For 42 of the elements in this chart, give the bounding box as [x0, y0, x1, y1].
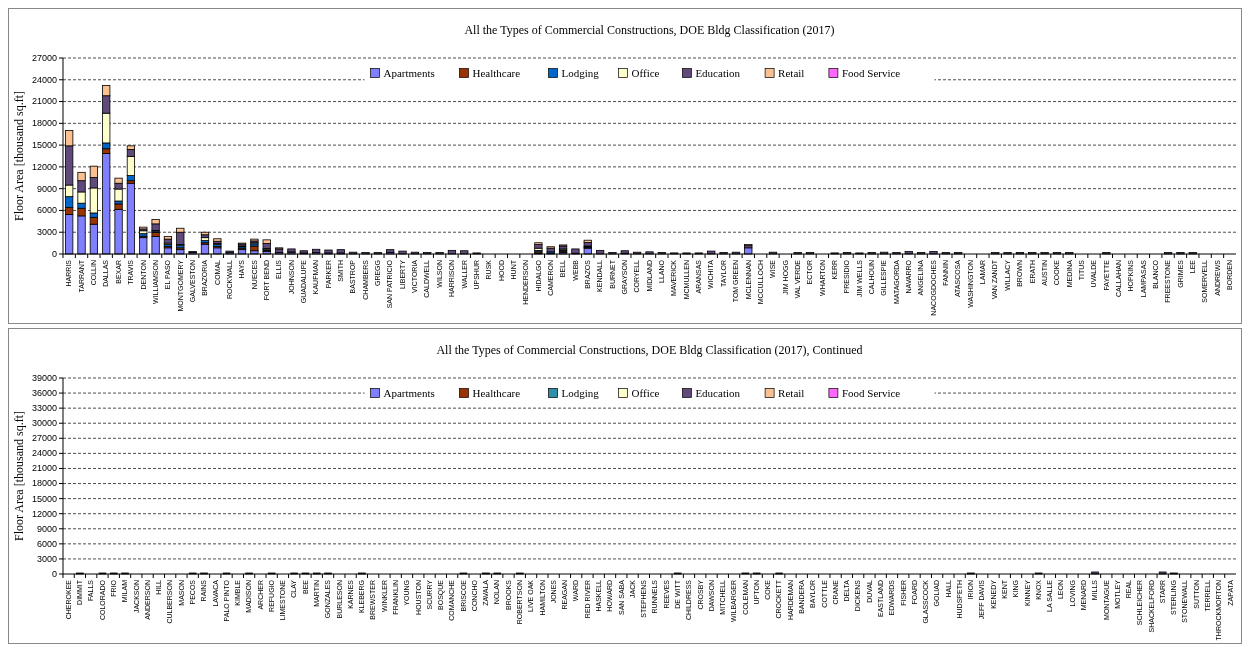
legend-label: Food Service: [841, 386, 901, 399]
y-tick-label: 6000: [36, 205, 57, 216]
y-tick-label: 15000: [31, 493, 57, 504]
y-tick-label: 12000: [31, 508, 57, 519]
y-tick-label: 27000: [31, 433, 57, 444]
y-tick-label: 21000: [31, 96, 57, 107]
legend-label: Office: [631, 66, 660, 79]
y-tick-label: 24000: [31, 448, 57, 459]
y-tick-label: 24000: [31, 74, 57, 85]
y-tick-label: 30000: [31, 418, 57, 429]
y-tick-label: 9000: [36, 523, 57, 534]
y-tick-label: 6000: [36, 538, 57, 549]
legend-label: Office: [631, 386, 660, 399]
y-tick-label: 33000: [31, 403, 57, 414]
y-tick-label: 18000: [31, 118, 57, 129]
y-tick-label: 21000: [31, 463, 57, 474]
legend-label: Healthcare: [472, 386, 521, 399]
legend-label: Retail: [778, 386, 805, 399]
chart-title: All the Types of Commercial Constructions, DOE Bldg Classification (2017), Continued: [436, 343, 863, 357]
y-tick-label: 18000: [31, 478, 57, 489]
legend-label: Lodging: [561, 386, 600, 399]
y-tick-label: 3000: [36, 553, 57, 564]
legend-label: Education: [695, 386, 741, 399]
legend-label: Education: [695, 66, 741, 79]
y-tick-label: 12000: [31, 161, 57, 172]
y-tick-label: 0: [51, 568, 57, 579]
y-tick-label: 3000: [36, 227, 57, 238]
legend-label: Lodging: [561, 66, 600, 79]
y-tick-label: 27000: [31, 52, 57, 63]
y-axis-title: Floor Area [thousand sq.ft]: [12, 411, 26, 541]
y-tick-label: 39000: [31, 372, 57, 383]
y-axis-title: Floor Area [thousand sq.ft]: [12, 91, 26, 221]
legend-label: Apartments: [383, 66, 435, 79]
y-tick-label: 0: [51, 248, 57, 259]
y-tick-label: 15000: [31, 139, 57, 150]
legend-label: Healthcare: [472, 66, 521, 79]
y-tick-label: 36000: [31, 387, 57, 398]
legend-label: Apartments: [383, 386, 435, 399]
y-tick-label: 9000: [36, 183, 57, 194]
legend-label: Food Service: [841, 66, 901, 79]
chart-title: All the Types of Commercial Constructions, DOE Bldg Classification (2017): [464, 23, 835, 37]
legend-label: Retail: [778, 66, 805, 79]
